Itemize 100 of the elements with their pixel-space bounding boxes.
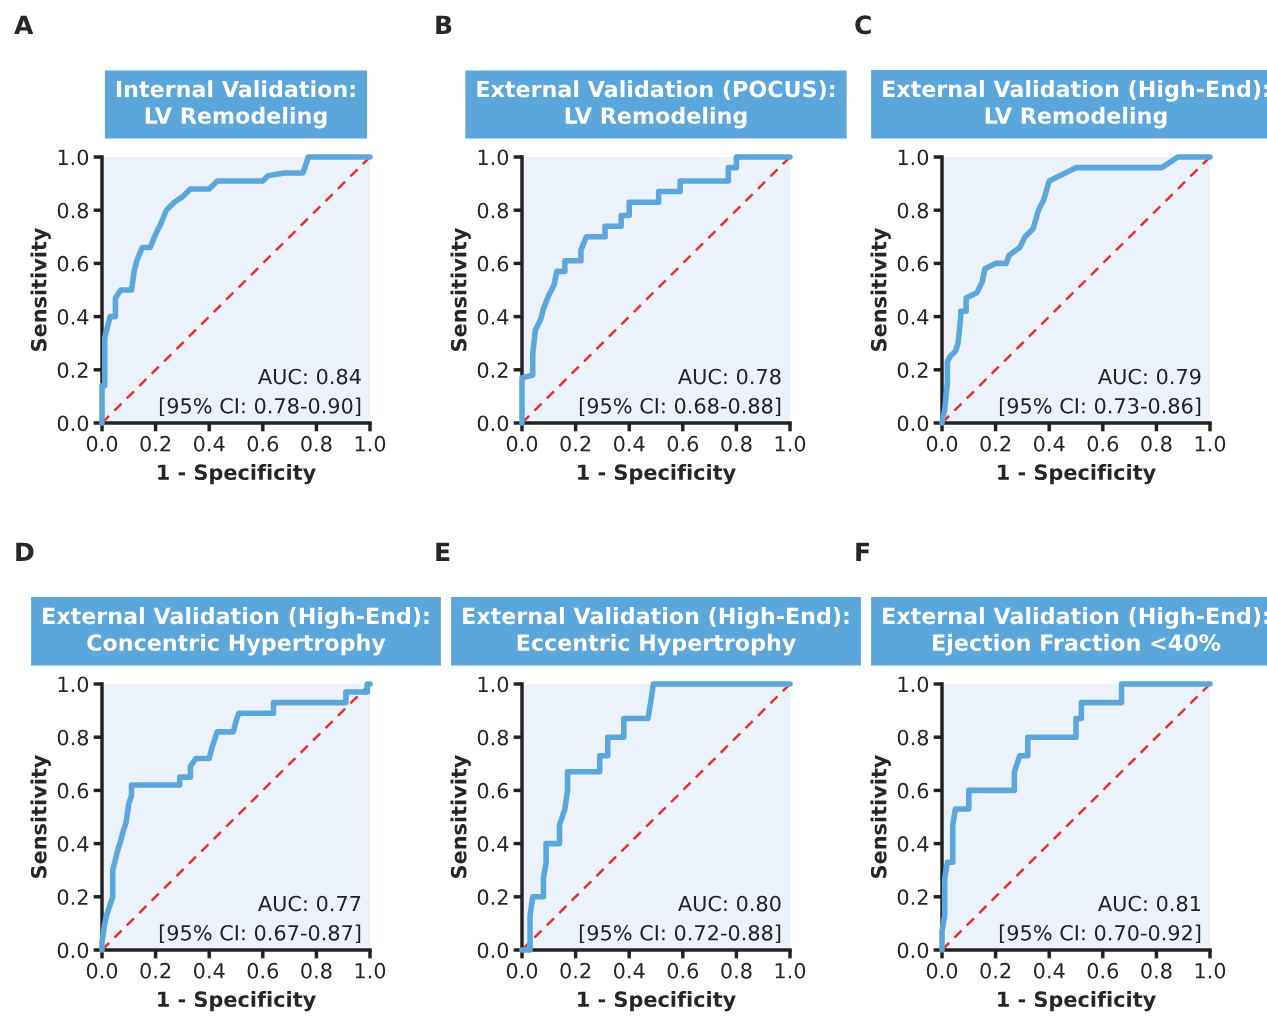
x-axis-title: 1 - Specificity	[158, 464, 316, 485]
y-tick-label: 0.6	[477, 782, 509, 799]
x-tick-label: 0.0	[86, 962, 118, 979]
y-axis-title: Sensitivity	[30, 227, 51, 351]
y-tick-label: 0.8	[477, 202, 509, 219]
x-tick-label: 0.8	[721, 962, 752, 979]
y-tick-label: 0.4	[897, 836, 929, 852]
annotation: [95% CI: 0.68-0.88]	[579, 397, 781, 417]
y-axis-title: Sensitivity	[870, 754, 891, 878]
x-tick-label: 0.4	[614, 962, 645, 979]
y-axis-title: Sensitivity	[870, 227, 891, 351]
y-tick-label: 0.8	[897, 202, 929, 219]
y-tick-label: 0.6	[897, 255, 929, 272]
y-tick-label: 0.0	[57, 415, 89, 432]
x-tick-label: 0.0	[506, 435, 538, 452]
text: A	[14, 15, 34, 34]
x-tick-label: 0.6	[667, 435, 699, 452]
annotation: AUC: 0.80	[678, 895, 781, 912]
text: B	[436, 15, 452, 34]
y-tick-label: 0.2	[897, 362, 928, 379]
x-tick-label: 0.4	[194, 435, 225, 452]
y-tick-label: 1.0	[898, 676, 929, 693]
y-tick-label: 0.4	[57, 309, 89, 325]
x-tick-label: 0.6	[667, 962, 699, 979]
y-tick-label: 0.2	[477, 362, 508, 379]
x-tick-label: 1.0	[775, 962, 806, 979]
x-tick-label: 0.0	[926, 962, 958, 979]
x-tick-label: 0.4	[1034, 435, 1065, 452]
x-tick-label: 0.4	[614, 435, 645, 452]
text: D	[16, 542, 34, 561]
x-tick-label: 0.8	[1141, 962, 1172, 979]
annotation: AUC: 0.84	[258, 368, 361, 385]
x-tick-label: 0.2	[980, 962, 1011, 979]
x-tick-label: 0.0	[506, 962, 538, 979]
x-axis-title: 1 - Specificity	[578, 991, 736, 1012]
x-tick-label: 0.8	[301, 435, 332, 452]
text: C	[855, 15, 871, 35]
x-tick-label: 0.6	[1087, 962, 1119, 979]
y-tick-label: 0.4	[477, 309, 509, 325]
x-tick-label: 0.8	[1141, 435, 1172, 452]
x-tick-label: 0.6	[1087, 435, 1119, 452]
y-tick-label: 0.8	[477, 729, 509, 746]
x-tick-label: 0.0	[926, 435, 958, 452]
annotation: [95% CI: 0.67-0.87]	[159, 924, 361, 944]
y-tick-label: 0.0	[57, 942, 89, 959]
annotation: [95% CI: 0.78-0.90]	[159, 397, 361, 417]
text: F	[856, 542, 869, 561]
y-tick-label: 1.0	[478, 676, 509, 693]
y-tick-label: 0.2	[57, 889, 88, 906]
annotation: AUC: 0.78	[678, 368, 781, 385]
x-axis-title: 1 - Specificity	[578, 464, 736, 485]
x-tick-label: 0.2	[980, 435, 1011, 452]
y-tick-label: 0.8	[57, 202, 89, 219]
y-axis-title: Sensitivity	[450, 754, 471, 878]
x-tick-label: 0.2	[140, 435, 171, 452]
y-tick-label: 0.2	[477, 889, 508, 906]
x-axis-title: 1 - Specificity	[158, 991, 316, 1012]
y-tick-label: 1.0	[898, 149, 929, 166]
y-tick-label: 0.8	[57, 729, 89, 746]
y-tick-label: 0.6	[477, 255, 509, 272]
x-tick-label: 1.0	[1195, 962, 1226, 979]
y-tick-label: 0.4	[477, 836, 509, 852]
x-tick-label: 0.6	[247, 962, 279, 979]
annotation: AUC: 0.77	[258, 895, 361, 912]
y-tick-label: 0.2	[57, 362, 88, 379]
x-tick-label: 1.0	[355, 962, 386, 979]
annotation: AUC: 0.81	[1098, 895, 1201, 912]
y-tick-label: 1.0	[58, 149, 89, 166]
y-tick-label: 0.8	[897, 729, 929, 746]
chart-title: External Validation (POCUS): LV Remodeling	[477, 80, 835, 129]
y-axis-title: Sensitivity	[30, 754, 51, 878]
annotation: AUC: 0.79	[1098, 368, 1201, 385]
text: E	[436, 542, 450, 561]
y-tick-label: 1.0	[58, 676, 89, 693]
y-tick-label: 0.6	[897, 782, 929, 799]
x-tick-label: 1.0	[775, 435, 806, 452]
y-tick-label: 0.4	[57, 836, 89, 852]
x-tick-label: 1.0	[1195, 435, 1226, 452]
x-axis-title: 1 - Specificity	[998, 991, 1156, 1012]
x-axis-title: 1 - Specificity	[998, 464, 1156, 485]
y-tick-label: 1.0	[478, 149, 509, 166]
x-tick-label: 0.8	[721, 435, 752, 452]
x-tick-label: 0.0	[86, 435, 118, 452]
chart-title: External Validation (High-End): Eccentric Hypertrophy	[463, 607, 849, 656]
x-tick-label: 0.8	[301, 962, 332, 979]
annotation: [95% CI: 0.70-0.92]	[999, 924, 1201, 944]
y-tick-label: 0.0	[897, 942, 929, 959]
x-tick-label: 0.2	[560, 962, 591, 979]
y-tick-label: 0.4	[897, 309, 929, 325]
x-tick-label: 0.4	[194, 962, 225, 979]
y-tick-label: 0.6	[57, 255, 89, 272]
y-tick-label: 0.0	[477, 942, 509, 959]
y-axis-title: Sensitivity	[450, 227, 471, 351]
y-tick-label: 0.0	[897, 415, 929, 432]
x-tick-label: 0.6	[247, 435, 279, 452]
x-tick-label: 0.2	[560, 435, 591, 452]
annotation: [95% CI: 0.72-0.88]	[579, 924, 781, 944]
x-tick-label: 0.4	[1034, 962, 1065, 979]
y-tick-label: 0.6	[57, 782, 89, 799]
annotation: [95% CI: 0.73-0.86]	[999, 397, 1201, 417]
